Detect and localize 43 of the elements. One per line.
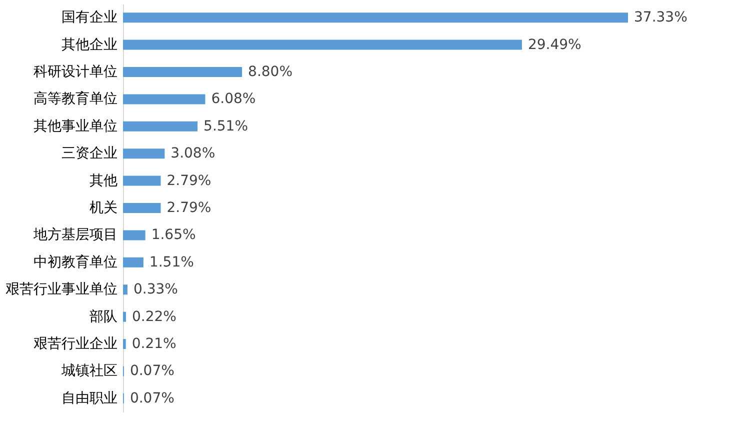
bar bbox=[123, 40, 522, 50]
data-label: 37.33% bbox=[634, 10, 688, 26]
y-tick-label: 中初教育单位 bbox=[34, 253, 118, 270]
y-tick-label: 国有企业 bbox=[62, 10, 118, 26]
data-label: 2.79% bbox=[166, 172, 212, 189]
data-label: 0.22% bbox=[132, 308, 176, 325]
y-tick-label: 高等教育单位 bbox=[34, 90, 118, 108]
data-label: 0.21% bbox=[132, 336, 176, 352]
bar bbox=[123, 312, 126, 322]
y-tick-label: 其他事业单位 bbox=[34, 118, 118, 134]
data-label: 0.07% bbox=[130, 390, 174, 406]
bar bbox=[123, 257, 144, 268]
bar bbox=[123, 121, 198, 132]
y-tick-label: 机关 bbox=[90, 200, 118, 216]
bar bbox=[123, 176, 161, 186]
bar bbox=[123, 94, 206, 104]
data-label: 5.51% bbox=[204, 118, 248, 134]
y-tick-label: 三资企业 bbox=[62, 146, 118, 162]
y-tick-label: 艰苦行业企业 bbox=[34, 336, 118, 352]
data-label: 1.51% bbox=[149, 254, 194, 270]
data-label: 8.80% bbox=[248, 64, 293, 80]
bar bbox=[123, 148, 165, 159]
y-tick-label: 艰苦行业事业单位 bbox=[6, 282, 118, 298]
bar bbox=[123, 12, 628, 23]
data-label: 3.08% bbox=[170, 146, 216, 162]
data-label: 6.08% bbox=[211, 91, 256, 108]
data-label: 0.33% bbox=[133, 282, 178, 298]
data-label: 2.79% bbox=[166, 200, 212, 216]
data-label: 29.49% bbox=[528, 36, 582, 53]
y-tick-label: 其他 bbox=[90, 172, 118, 189]
data-label: 0.07% bbox=[130, 363, 174, 380]
y-tick-label: 地方基层项目 bbox=[32, 227, 118, 244]
bar bbox=[123, 230, 146, 240]
bar bbox=[123, 284, 128, 295]
y-tick-label: 城镇社区 bbox=[60, 363, 118, 380]
bar bbox=[123, 339, 126, 349]
data-label: 1.65% bbox=[151, 227, 196, 244]
bar bbox=[123, 67, 242, 77]
y-tick-label: 自由职业 bbox=[62, 390, 118, 406]
y-tick-label: 部队 bbox=[90, 308, 118, 325]
y-tick-label: 其他企业 bbox=[62, 36, 118, 53]
bar bbox=[123, 203, 161, 213]
y-tick-label: 科研设计单位 bbox=[34, 64, 118, 80]
